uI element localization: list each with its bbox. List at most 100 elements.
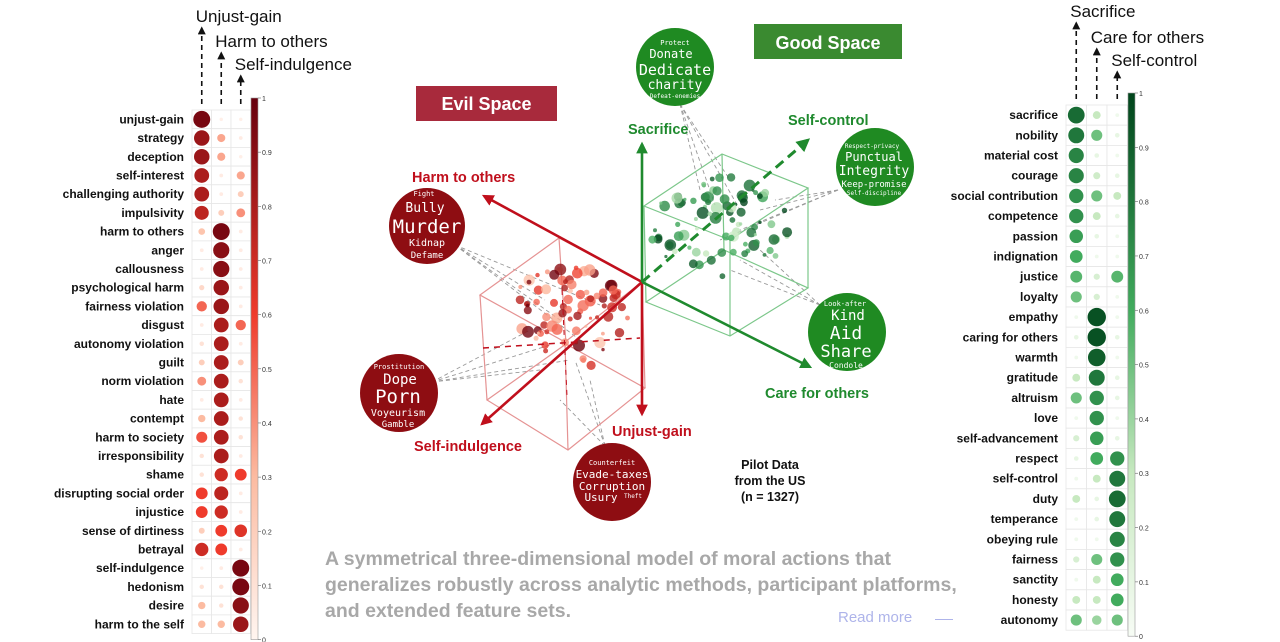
scatter-point <box>601 331 605 336</box>
loading-dot <box>237 191 244 198</box>
loading-dot <box>213 298 229 315</box>
loading-dot <box>213 242 230 259</box>
label-self-control: Self-control <box>788 113 869 129</box>
colorbar-tick-label: 0.6 <box>1139 308 1149 315</box>
loading-dot <box>238 454 243 458</box>
scatter-point <box>761 188 770 197</box>
loading-dot <box>1074 537 1079 542</box>
row-label: warmth <box>1014 351 1058 365</box>
scatter-point <box>782 227 793 238</box>
leader-line <box>739 259 821 306</box>
scatter-point <box>738 222 743 226</box>
scatter-point <box>710 202 723 214</box>
loading-dot <box>219 192 224 197</box>
row-label: empathy <box>1009 310 1059 324</box>
scatter-point <box>740 198 748 207</box>
loading-dot <box>1111 270 1124 283</box>
loading-dot <box>1087 348 1106 367</box>
loading-dot <box>199 397 204 402</box>
loading-dot <box>1091 190 1103 202</box>
scatter-point <box>577 300 589 312</box>
read-more-link[interactable]: Read more <box>838 609 913 626</box>
loading-dot <box>1091 553 1103 566</box>
row-label: deception <box>127 150 184 164</box>
row-label: autonomy violation <box>74 337 184 351</box>
scatter-point <box>675 221 681 227</box>
scatter-point <box>526 279 532 285</box>
loading-dot <box>1114 395 1120 401</box>
loading-dot <box>213 411 229 426</box>
loading-dot <box>198 601 206 610</box>
selfcontrol-word-cloud: Respect-privacy Punctual Integrity Keep-… <box>836 128 914 206</box>
loading-dot <box>217 133 226 143</box>
scatter-point <box>587 295 595 303</box>
leader-line <box>559 399 606 447</box>
scatter-point <box>598 288 608 298</box>
loading-dot <box>1114 334 1120 340</box>
loading-dot <box>238 304 243 309</box>
loading-dot <box>1109 511 1126 528</box>
scatter-point <box>726 173 736 182</box>
scatter-point <box>573 311 582 321</box>
good-space-badge: Good Space <box>754 24 902 59</box>
pilot-data-n: (n = 1327) <box>741 490 799 504</box>
loading-dot <box>1073 556 1080 563</box>
loading-dot <box>1094 516 1100 522</box>
loading-dot <box>1069 250 1083 263</box>
loading-dot <box>219 566 224 571</box>
loading-dot <box>1073 456 1079 461</box>
indulgence-word-2: Dope <box>383 372 417 388</box>
row-label: nobility <box>1015 128 1058 142</box>
loading-dot <box>215 543 228 556</box>
scatter-point <box>584 324 588 328</box>
scatter-point <box>571 326 581 336</box>
evil-inner-dash-2 <box>561 289 568 397</box>
loading-dot <box>238 397 243 402</box>
scatter-point <box>567 288 573 294</box>
colorbar-tick-label: 0.8 <box>1139 200 1149 207</box>
colorbar <box>1127 92 1136 637</box>
loading-dot <box>238 248 243 253</box>
loading-dot <box>1090 452 1104 465</box>
scatter-point <box>709 176 715 182</box>
unjust-word-4: Usury <box>584 491 617 504</box>
loading-dot <box>238 285 243 290</box>
colorbar-tick-label: 0 <box>262 638 266 642</box>
loading-dot <box>1092 595 1101 604</box>
harm-word-cloud: Fight Bully Murder Kidnap Defame <box>389 188 465 264</box>
row-label: norm violation <box>101 374 184 388</box>
scatter-point <box>701 181 707 187</box>
loading-dot <box>213 355 229 370</box>
harm-word-5: Defame <box>411 251 444 261</box>
loading-dot <box>1089 390 1104 406</box>
loading-dot <box>1070 392 1082 404</box>
colorbar-tick-label: 0.7 <box>1139 254 1149 261</box>
loading-dot <box>212 223 230 241</box>
pilot-data-line-1: Pilot Data <box>741 458 800 472</box>
loading-dot <box>199 453 204 459</box>
loading-dot <box>238 341 243 346</box>
loading-dot <box>199 584 204 590</box>
loading-dot <box>238 416 243 421</box>
axis-harm-to-others <box>481 194 643 284</box>
loading-dot <box>193 110 211 128</box>
row-label: duty <box>1033 492 1059 506</box>
loading-dot <box>213 448 229 464</box>
care-word-4: Share <box>820 342 871 362</box>
loading-dot <box>1068 127 1085 144</box>
loading-dot <box>1110 593 1124 607</box>
loading-dot <box>1114 213 1120 219</box>
scatter-point <box>541 284 552 295</box>
colorbar-tick-label: 0.3 <box>262 475 272 482</box>
loading-dot <box>1094 496 1100 502</box>
axis-self-control <box>641 138 811 284</box>
label-unjust-gain: Unjust-gain <box>612 424 692 440</box>
loading-dot <box>232 578 250 596</box>
row-label: passion <box>1013 229 1058 243</box>
unjust-word-5: Theft <box>624 493 642 500</box>
loading-dot <box>213 336 229 352</box>
loading-dot <box>238 136 243 140</box>
loading-dot <box>1093 172 1101 180</box>
row-label: loyalty <box>1020 290 1058 304</box>
scatter-point <box>572 267 583 279</box>
